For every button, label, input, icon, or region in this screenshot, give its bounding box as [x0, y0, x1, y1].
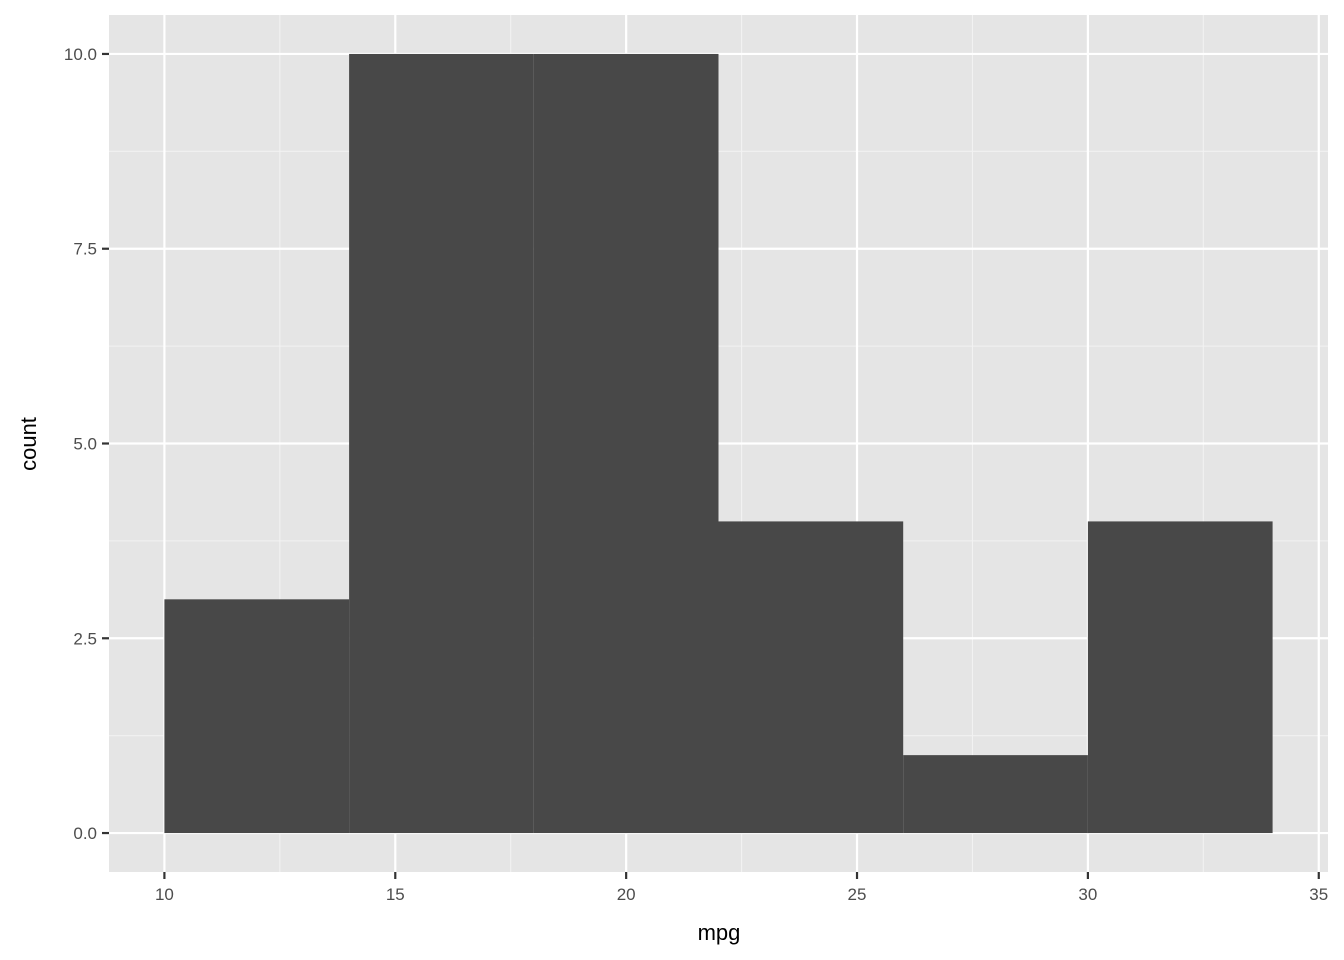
- bars: [164, 53, 1273, 834]
- histogram-bar: [903, 755, 1088, 834]
- histogram-bar: [349, 53, 534, 834]
- x-tick-label: 35: [1309, 885, 1328, 904]
- y-axis-title: count: [16, 417, 41, 471]
- y-tick-label: 2.5: [73, 629, 97, 648]
- y-tick-label: 7.5: [73, 240, 97, 259]
- histogram-bar: [533, 53, 719, 834]
- histogram-bar: [718, 521, 904, 834]
- x-axis-title: mpg: [698, 920, 741, 945]
- x-tick-label: 20: [617, 885, 636, 904]
- y-tick-label: 10.0: [64, 45, 97, 64]
- x-tick-label: 15: [386, 885, 405, 904]
- axes: 10 15 20 25 30 35 0.0 2.5 5.0 7.5 10.0: [64, 45, 1328, 904]
- histogram-bar: [1087, 521, 1273, 834]
- x-tick-label: 30: [1078, 885, 1097, 904]
- x-tick-label: 10: [155, 885, 174, 904]
- y-tick-label: 5.0: [73, 435, 97, 454]
- histogram-bar: [164, 599, 350, 834]
- y-tick-label: 0.0: [73, 824, 97, 843]
- x-tick-label: 25: [848, 885, 867, 904]
